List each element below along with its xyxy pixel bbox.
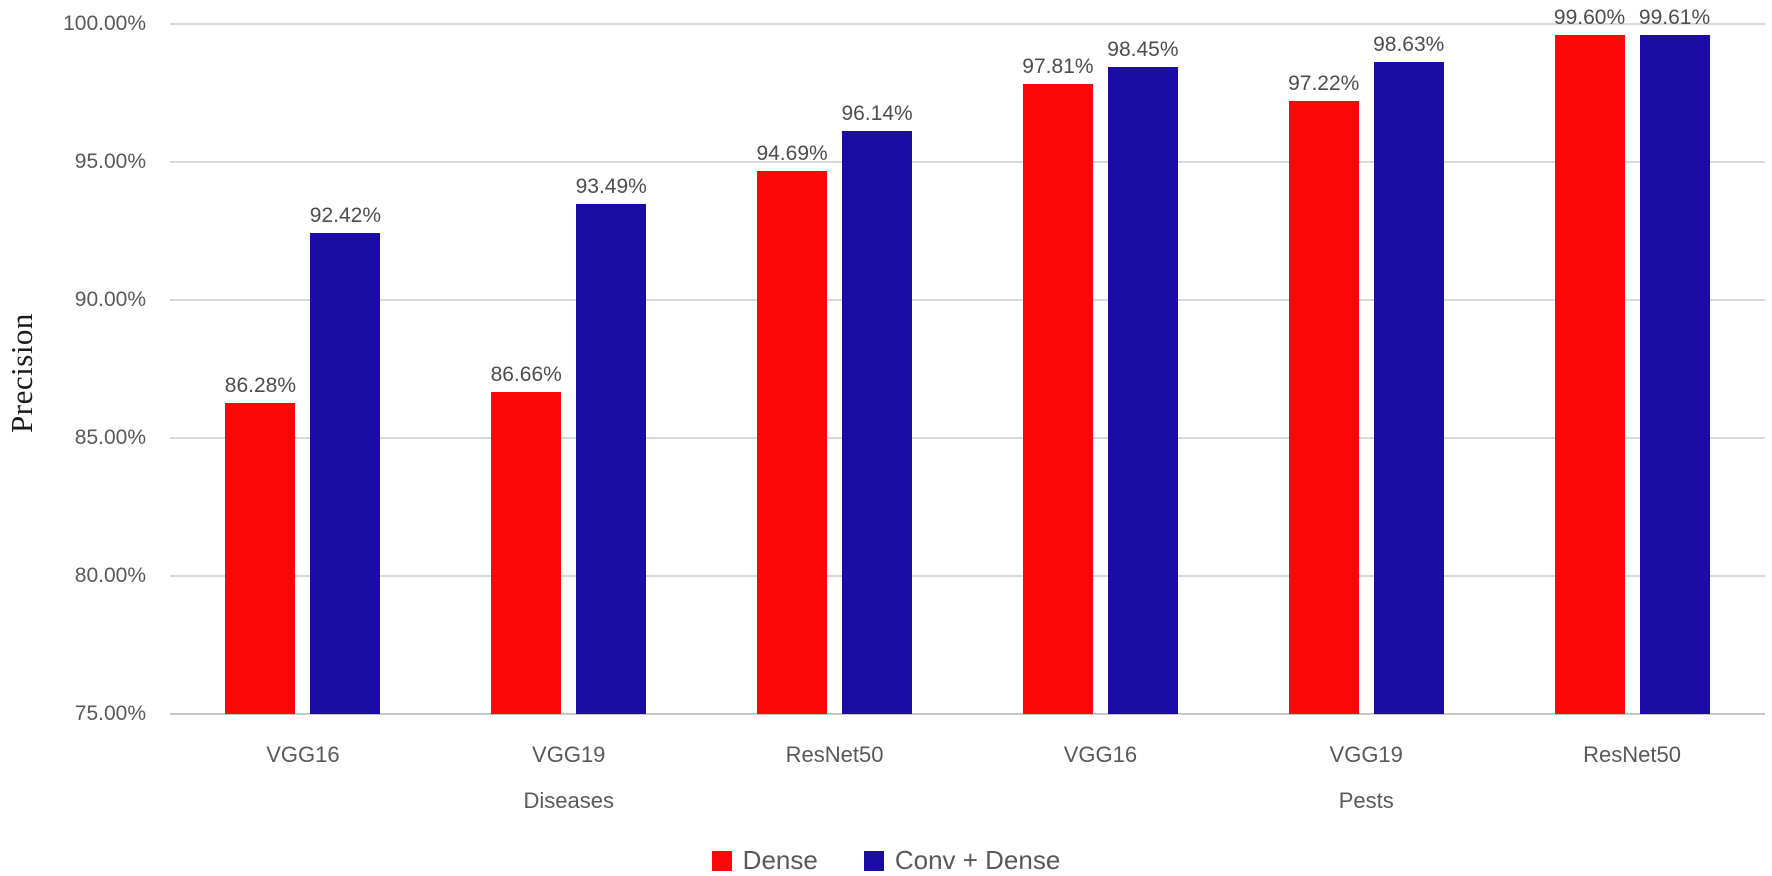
gridline: [170, 299, 1765, 301]
bar-dense: 86.66%: [491, 363, 562, 714]
bar-value-label: 92.42%: [309, 204, 382, 228]
bar-group-resnet50: 99.60% 99.61%: [1499, 6, 1765, 714]
legend: Dense Conv + Dense: [0, 845, 1772, 876]
y-tick-label: 80.00%: [74, 564, 146, 587]
bar-conv-dense: 98.45%: [1107, 38, 1179, 714]
bar-value-label: 98.63%: [1373, 32, 1445, 56]
group-label-diseases: Diseases: [523, 788, 614, 813]
legend-item-dense: Dense: [711, 845, 818, 876]
y-tick-label: 100.00%: [63, 12, 146, 35]
bars-layer: 86.28% 92.42% 86.66% 93.49% 94.69% 96.14% 97.8…: [170, 6, 1765, 714]
category-label-vgg19: VGG19: [532, 742, 606, 767]
bar-dense: 97.81%: [1022, 55, 1094, 714]
category-label-resnet50: ResNet50: [785, 742, 884, 767]
bar-conv-dense: 98.63%: [1373, 33, 1444, 714]
category-label-vgg19: VGG19: [1329, 742, 1403, 767]
x-axis-line: [170, 713, 1765, 715]
legend-label: Conv + Dense: [894, 845, 1061, 875]
gridline: [170, 161, 1765, 163]
bar-dense: 86.28%: [225, 374, 296, 714]
bar-conv-dense: 99.61%: [1639, 6, 1710, 714]
gridline: [170, 575, 1765, 577]
y-tick-label: 75.00%: [74, 702, 146, 725]
bar-group-vgg16: 86.28% 92.42%: [170, 24, 436, 714]
gridline: [170, 437, 1765, 439]
category-label-vgg16: VGG16: [1063, 742, 1138, 767]
bar-value-label: 86.28%: [224, 373, 297, 397]
group-label-pests: Pests: [1338, 788, 1394, 813]
bar-dense: 99.60%: [1554, 6, 1625, 714]
bar-conv-dense: 92.42%: [310, 204, 381, 714]
plot-area: 86.28% 92.42% 86.66% 93.49% 94.69% 96.14% 97.8…: [170, 6, 1765, 715]
category-label-resnet50: ResNet50: [1583, 742, 1681, 767]
y-tick-label: 85.00%: [74, 426, 146, 449]
bar-dense: 97.22%: [1288, 72, 1359, 714]
bar-group-vgg19: 97.22% 98.63%: [1233, 24, 1499, 714]
category-label-vgg16: VGG16: [266, 742, 340, 767]
legend-label: Dense: [742, 845, 818, 875]
bar-value-label: 94.69%: [756, 141, 828, 165]
legend-swatch-icon: [711, 850, 732, 871]
bar-value-label: 99.60%: [1553, 6, 1626, 30]
bar-group-vgg16: 97.81% 98.45%: [967, 24, 1233, 714]
bar-conv-dense: 93.49%: [576, 175, 647, 714]
bar-dense: 94.69%: [756, 142, 828, 714]
bar-group-resnet50: 94.69% 96.14%: [702, 24, 968, 714]
bar-value-label: 97.81%: [1022, 55, 1094, 79]
x-axis-category-labels: VGG16 VGG19 ResNet50 VGG16 VGG19 ResNet50: [170, 742, 1765, 768]
bar-value-label: 93.49%: [575, 174, 647, 198]
bar-value-label: 86.66%: [490, 363, 562, 387]
bar-conv-dense: 96.14%: [841, 102, 913, 714]
legend-swatch-icon: [863, 850, 884, 871]
y-tick-label: 90.00%: [74, 288, 146, 311]
bar-value-label: 96.14%: [841, 101, 913, 125]
bar-value-label: 99.61%: [1638, 5, 1711, 29]
bar-value-label: 98.45%: [1107, 37, 1179, 61]
bar-group-vgg19: 86.66% 93.49%: [436, 24, 702, 714]
y-axis-title: Precision: [4, 313, 39, 433]
gridline: [170, 23, 1765, 25]
y-tick-label: 95.00%: [74, 150, 146, 173]
legend-item-conv-dense: Conv + Dense: [863, 845, 1061, 876]
bar-value-label: 97.22%: [1288, 71, 1360, 95]
